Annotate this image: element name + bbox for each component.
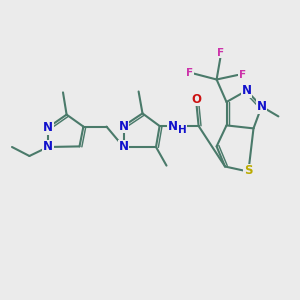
Text: N: N [43, 121, 53, 134]
Text: O: O [191, 92, 202, 106]
Text: N: N [168, 119, 178, 133]
Text: N: N [242, 84, 252, 97]
Text: F: F [238, 70, 246, 80]
Text: S: S [244, 164, 253, 178]
Text: F: F [217, 47, 224, 58]
Text: N: N [43, 140, 53, 154]
Text: N: N [118, 119, 129, 133]
Text: N: N [118, 140, 129, 154]
Text: H: H [178, 124, 187, 135]
Text: N: N [256, 100, 267, 113]
Text: F: F [186, 68, 194, 79]
